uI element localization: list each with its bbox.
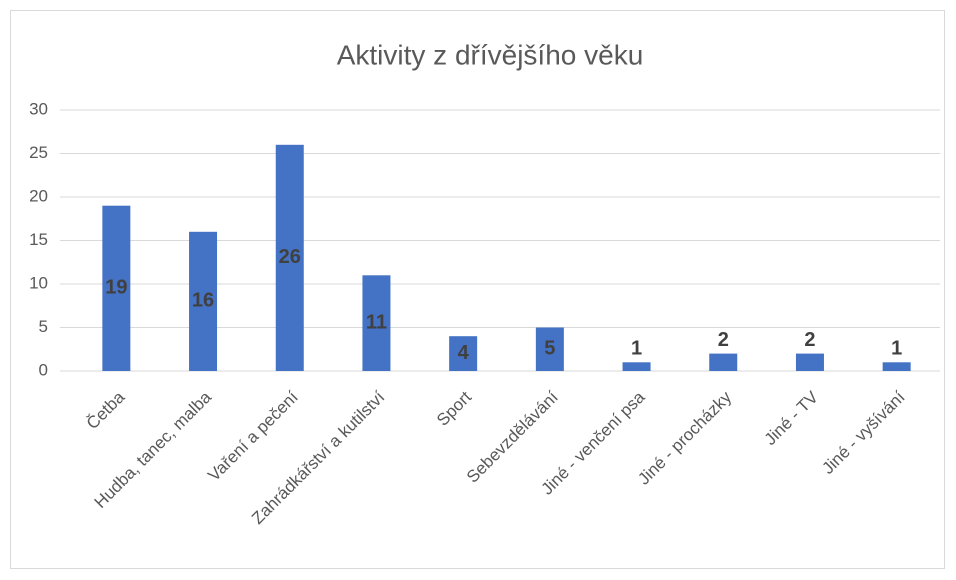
bar: [709, 353, 738, 371]
bar: [102, 205, 131, 371]
data-label: 19: [105, 277, 127, 299]
chart-border: [10, 10, 945, 569]
y-tick-label: 0: [39, 360, 48, 379]
y-tick-label: 10: [29, 273, 48, 292]
y-tick-label: 20: [29, 186, 48, 205]
bar: [795, 353, 824, 371]
chart-title: Aktivity z dřívějšího věku: [337, 39, 644, 70]
bar: [535, 327, 564, 371]
y-tick-label: 5: [39, 317, 48, 336]
data-label: 26: [279, 246, 301, 268]
bar: [189, 231, 218, 371]
data-label: 2: [804, 329, 815, 351]
data-label: 4: [458, 342, 470, 364]
data-label: 1: [631, 338, 642, 360]
y-tick-label: 25: [29, 143, 48, 162]
bar: [622, 362, 651, 371]
bar: [882, 362, 911, 371]
bar: [275, 144, 304, 371]
data-label: 1: [891, 338, 902, 360]
y-tick-label: 15: [29, 230, 48, 249]
y-tick-label: 30: [29, 99, 48, 118]
data-label: 11: [366, 311, 387, 333]
bar: [362, 275, 391, 371]
data-label: 5: [544, 338, 555, 360]
data-label: 16: [192, 290, 214, 312]
bar: [449, 336, 478, 371]
data-label: 2: [718, 329, 729, 351]
